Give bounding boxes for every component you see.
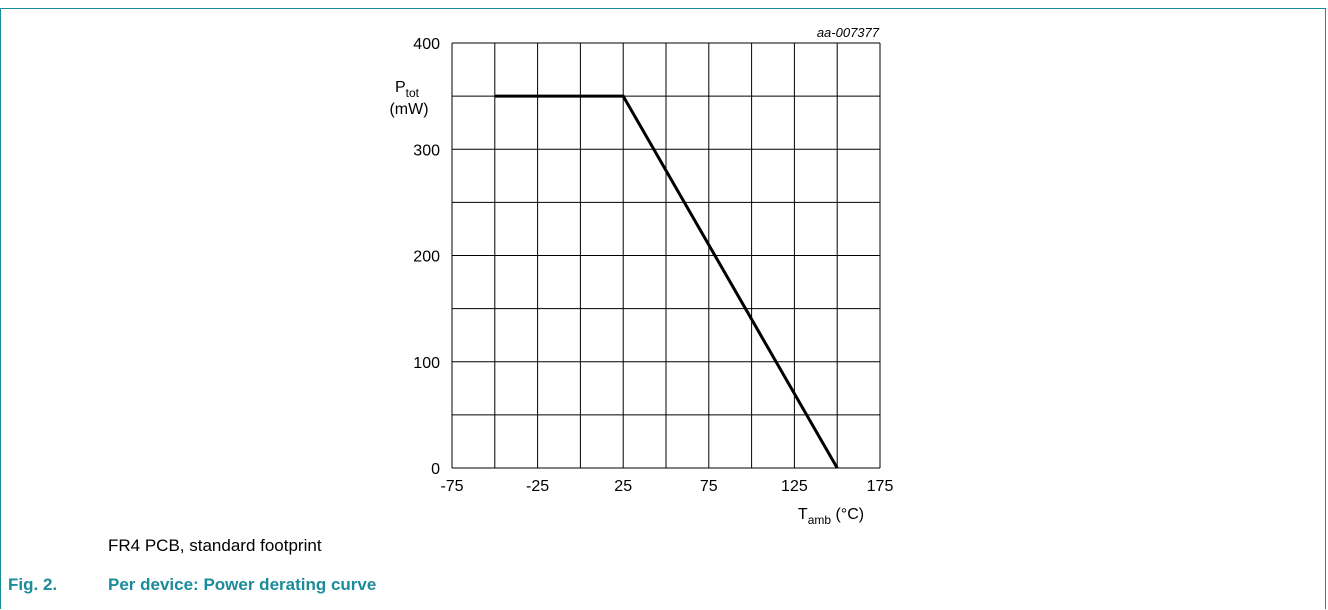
y-tick-label: 100 xyxy=(413,355,440,372)
chart-tick-labels: -75 -25 25 75 125 175 0 100 200 300 400 xyxy=(413,36,893,495)
figure-note: FR4 PCB, standard footprint xyxy=(108,536,322,555)
x-tick-label: 125 xyxy=(781,478,808,495)
x-axis-label-unit: (°C) xyxy=(831,506,864,523)
x-tick-label: 25 xyxy=(614,478,632,495)
y-axis-unit: (mW) xyxy=(389,101,428,118)
figure-number: Fig. 2. xyxy=(8,575,58,594)
chart-grid xyxy=(451,42,881,469)
chart-curve-layer xyxy=(494,94,839,469)
y-axis-label: Ptot xyxy=(395,79,420,100)
figure-caption: Fig. 2. Per device: Power derating curve xyxy=(8,575,376,595)
x-tick-label: -25 xyxy=(526,478,549,495)
x-tick-label: 75 xyxy=(700,478,718,495)
x-axis-label-sub: amb xyxy=(808,513,832,527)
y-tick-label: 300 xyxy=(413,142,440,159)
figure-title: Per device: Power derating curve xyxy=(108,575,377,594)
y-tick-label: 400 xyxy=(413,36,440,53)
derating-curve xyxy=(494,94,839,469)
figure-code: aa-007377 xyxy=(817,25,880,40)
figure-frame xyxy=(0,8,1326,609)
x-tick-label: 175 xyxy=(867,478,894,495)
x-tick-label: -75 xyxy=(440,478,463,495)
x-axis-label: Tamb (°C) xyxy=(798,506,864,527)
y-tick-label: 0 xyxy=(431,461,440,478)
y-tick-label: 200 xyxy=(413,249,440,266)
y-axis-label-sub: tot xyxy=(406,86,420,100)
